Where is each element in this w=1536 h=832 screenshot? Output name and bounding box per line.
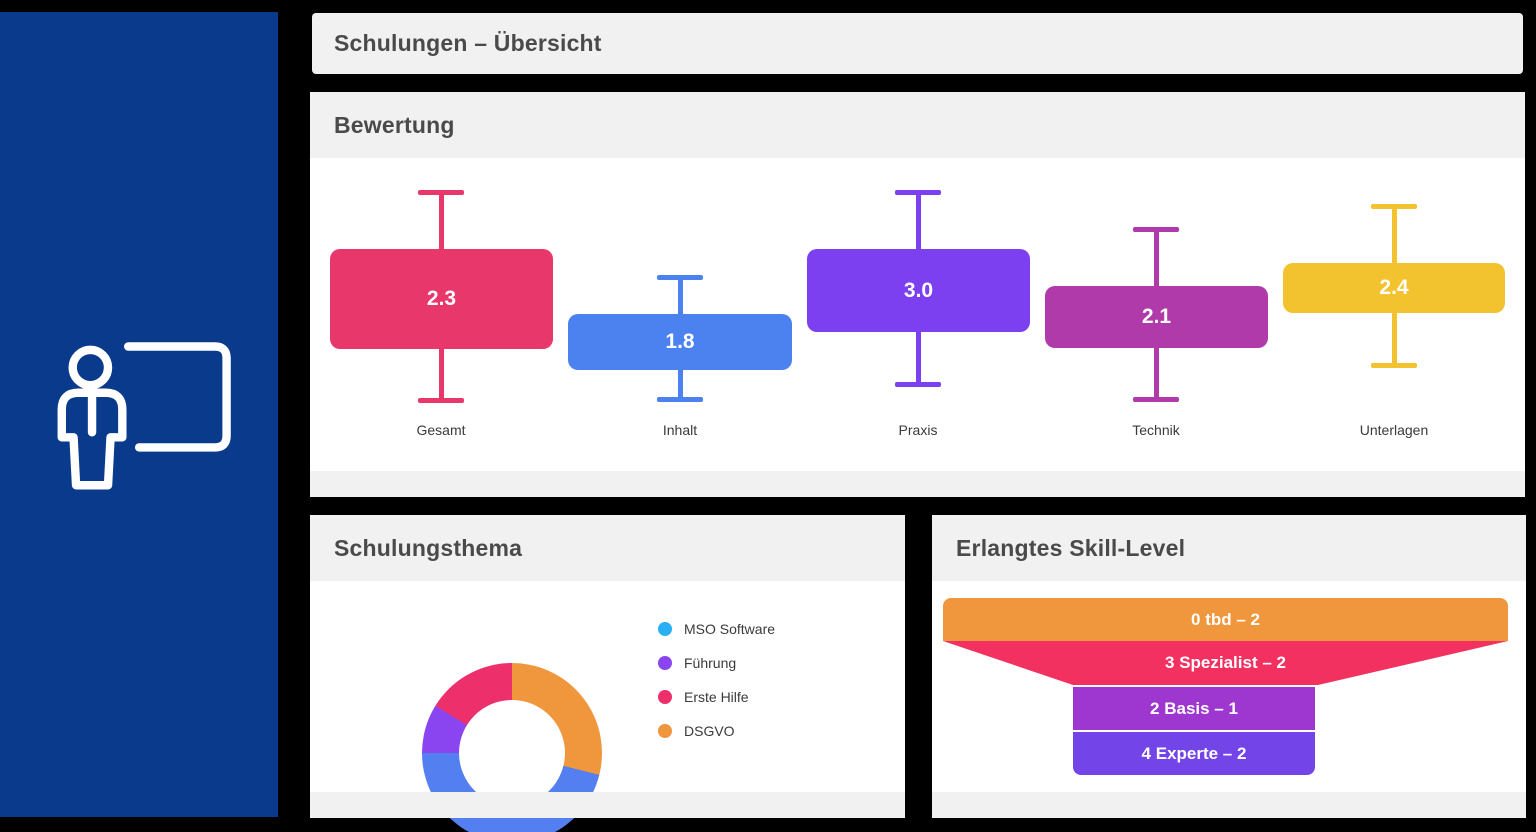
boxplot-box-gesamt[interactable]: 2.3 — [330, 249, 553, 349]
funnel-stage-4-experte[interactable]: 4 Experte – 2 — [1073, 732, 1315, 775]
funnel-stage-label: 4 Experte – 2 — [1141, 743, 1247, 763]
boxplot-value-label: 1.8 — [665, 330, 695, 353]
legend-label: Führung — [684, 655, 737, 671]
panel-skill-level-title: Erlangtes Skill-Level — [956, 534, 1186, 561]
panel-schulungsthema-footer — [310, 792, 905, 818]
panel-bewertung-footer — [310, 471, 1525, 497]
funnel-stage-label: 3 Spezialist – 2 — [1165, 653, 1286, 672]
legend-dot-icon — [658, 690, 672, 704]
legend-item-führung[interactable]: Führung — [658, 653, 775, 673]
legend-label: DSGVO — [684, 723, 735, 739]
funnel-stage-label: 2 Basis – 1 — [1150, 698, 1238, 718]
legend-dot-icon — [658, 656, 672, 670]
page-title: Schulungen – Übersicht — [334, 30, 602, 56]
panel-skill-level-header: Erlangtes Skill-Level — [932, 515, 1526, 581]
boxplot-whisker-cap-top-technik — [1133, 227, 1179, 232]
panel-schulungsthema-title: Schulungsthema — [334, 534, 523, 561]
legend-label: Erste Hilfe — [684, 689, 749, 705]
boxplot-whisker-cap-bottom-inhalt — [657, 397, 703, 402]
legend-item-erste-hilfe[interactable]: Erste Hilfe — [658, 687, 775, 707]
legend-dot-icon — [658, 724, 672, 738]
panel-schulungsthema-header: Schulungsthema — [310, 515, 905, 581]
boxplot-box-praxis[interactable]: 3.0 — [807, 249, 1030, 332]
boxplot-whisker-cap-bottom-praxis — [895, 382, 941, 387]
sidebar — [0, 12, 278, 817]
boxplot-category-label: Technik — [1132, 422, 1180, 438]
boxplot-category-label: Praxis — [898, 422, 938, 438]
panel-skill-level: Erlangtes Skill-Level 0 tbd – 2 3 Spezial… — [932, 515, 1526, 818]
funnel-stage-0-tbd[interactable]: 0 tbd – 2 — [943, 598, 1508, 641]
panel-bewertung-title: Bewertung — [334, 111, 455, 138]
schulungsthema-legend: MSO Software Führung Erste Hilfe DSGVO — [658, 619, 775, 741]
boxplot-whisker-cap-bottom-gesamt — [418, 398, 464, 403]
boxplot-category-label: Unterlagen — [1359, 422, 1429, 438]
panel-schulungsthema: Schulungsthema MSO Software Führung Erste … — [310, 515, 905, 832]
funnel-stage-3-spezialist[interactable]: 3 Spezialist – 2 — [943, 641, 1508, 685]
panel-skill-level-footer — [932, 792, 1526, 818]
legend-item-dsgvo[interactable]: DSGVO — [658, 721, 775, 741]
boxplot-whisker-cap-top-gesamt — [418, 190, 464, 195]
boxplot-value-label: 2.4 — [1379, 276, 1409, 299]
legend-item-mso-software[interactable]: MSO Software — [658, 619, 775, 639]
boxplot-category-label: Inhalt — [662, 422, 698, 438]
page-title-bar: Schulungen – Übersicht — [312, 13, 1523, 74]
boxplot-value-label: 2.1 — [1141, 305, 1172, 328]
boxplot-whisker-cap-top-praxis — [895, 190, 941, 195]
boxplot-whisker-cap-top-unterlagen — [1371, 204, 1417, 209]
panel-bewertung-header: Bewertung — [310, 92, 1525, 158]
funnel-stage-label: 0 tbd – 2 — [1191, 609, 1260, 629]
bewertung-boxplot-chart: 2.3 Gesamt 1.8 Inhalt 3.0 Praxis 2.1 Technik 2.4… — [310, 92, 1525, 497]
boxplot-box-technik[interactable]: 2.1 — [1045, 286, 1268, 348]
boxplot-whisker-cap-bottom-technik — [1133, 397, 1179, 402]
schulungsthema-donut-chart[interactable] — [422, 663, 602, 832]
boxplot-category-label: Gesamt — [416, 422, 466, 438]
boxplot-value-label: 3.0 — [903, 278, 934, 302]
panel-bewertung: Bewertung 2.3 Gesamt 1.8 Inhalt 3.0 Praxis 2.1… — [310, 92, 1525, 497]
legend-label: MSO Software — [684, 621, 776, 637]
boxplot-box-unterlagen[interactable]: 2.4 — [1283, 263, 1505, 313]
legend-dot-icon — [658, 622, 672, 636]
boxplot-whisker-cap-bottom-unterlagen — [1371, 363, 1417, 368]
presenter-board-icon — [57, 342, 231, 490]
boxplot-box-inhalt[interactable]: 1.8 — [568, 314, 792, 370]
boxplot-whisker-cap-top-inhalt — [657, 275, 703, 280]
funnel-stage-2-basis[interactable]: 2 Basis – 1 — [1073, 687, 1315, 730]
boxplot-value-label: 2.3 — [426, 287, 457, 310]
